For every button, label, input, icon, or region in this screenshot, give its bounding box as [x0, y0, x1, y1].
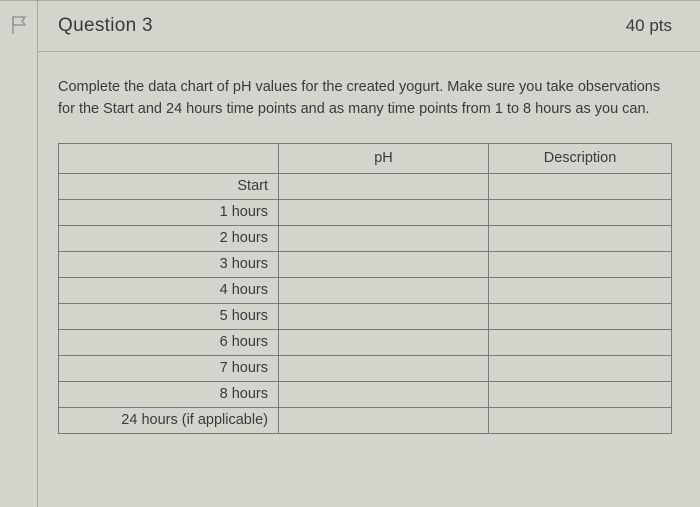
row-label: Start — [59, 173, 279, 199]
row-desc-cell[interactable] — [489, 407, 672, 433]
row-label: 3 hours — [59, 251, 279, 277]
table-header-ph: pH — [279, 143, 489, 173]
row-desc-cell[interactable] — [489, 277, 672, 303]
row-label: 5 hours — [59, 303, 279, 329]
row-label: 4 hours — [59, 277, 279, 303]
table-row: 2 hours — [59, 225, 672, 251]
data-table: pH Description Start1 hours2 hours3 hour… — [58, 143, 672, 434]
row-desc-cell[interactable] — [489, 225, 672, 251]
table-row: 6 hours — [59, 329, 672, 355]
table-row: 4 hours — [59, 277, 672, 303]
table-row: 5 hours — [59, 303, 672, 329]
row-label: 1 hours — [59, 199, 279, 225]
row-ph-cell[interactable] — [279, 173, 489, 199]
row-desc-cell[interactable] — [489, 355, 672, 381]
row-label: 7 hours — [59, 355, 279, 381]
row-desc-cell[interactable] — [489, 251, 672, 277]
row-ph-cell[interactable] — [279, 355, 489, 381]
row-label: 2 hours — [59, 225, 279, 251]
row-ph-cell[interactable] — [279, 329, 489, 355]
table-header-desc: Description — [489, 143, 672, 173]
question-body: Complete the data chart of pH values for… — [38, 52, 700, 434]
row-desc-cell[interactable] — [489, 329, 672, 355]
row-desc-cell[interactable] — [489, 199, 672, 225]
table-header-label — [59, 143, 279, 173]
row-desc-cell[interactable] — [489, 303, 672, 329]
table-row: 24 hours (if applicable) — [59, 407, 672, 433]
row-ph-cell[interactable] — [279, 199, 489, 225]
row-ph-cell[interactable] — [279, 407, 489, 433]
table-row: 3 hours — [59, 251, 672, 277]
table-row: 8 hours — [59, 381, 672, 407]
flag-icon[interactable] — [10, 15, 28, 35]
page-container: Question 3 40 pts Complete the data char… — [0, 0, 700, 507]
question-points: 40 pts — [626, 16, 672, 36]
row-desc-cell[interactable] — [489, 381, 672, 407]
question-title: Question 3 — [58, 15, 153, 37]
row-ph-cell[interactable] — [279, 277, 489, 303]
row-ph-cell[interactable] — [279, 303, 489, 329]
row-label: 24 hours (if applicable) — [59, 407, 279, 433]
question-header: Question 3 40 pts — [38, 1, 700, 52]
table-row: 1 hours — [59, 199, 672, 225]
row-label: 6 hours — [59, 329, 279, 355]
row-ph-cell[interactable] — [279, 225, 489, 251]
table-header-row: pH Description — [59, 143, 672, 173]
row-label: 8 hours — [59, 381, 279, 407]
left-margin — [0, 0, 38, 507]
row-ph-cell[interactable] — [279, 251, 489, 277]
table-row: 7 hours — [59, 355, 672, 381]
row-ph-cell[interactable] — [279, 381, 489, 407]
content-area: Question 3 40 pts Complete the data char… — [38, 0, 700, 507]
question-instructions: Complete the data chart of pH values for… — [58, 76, 672, 121]
table-row: Start — [59, 173, 672, 199]
row-desc-cell[interactable] — [489, 173, 672, 199]
